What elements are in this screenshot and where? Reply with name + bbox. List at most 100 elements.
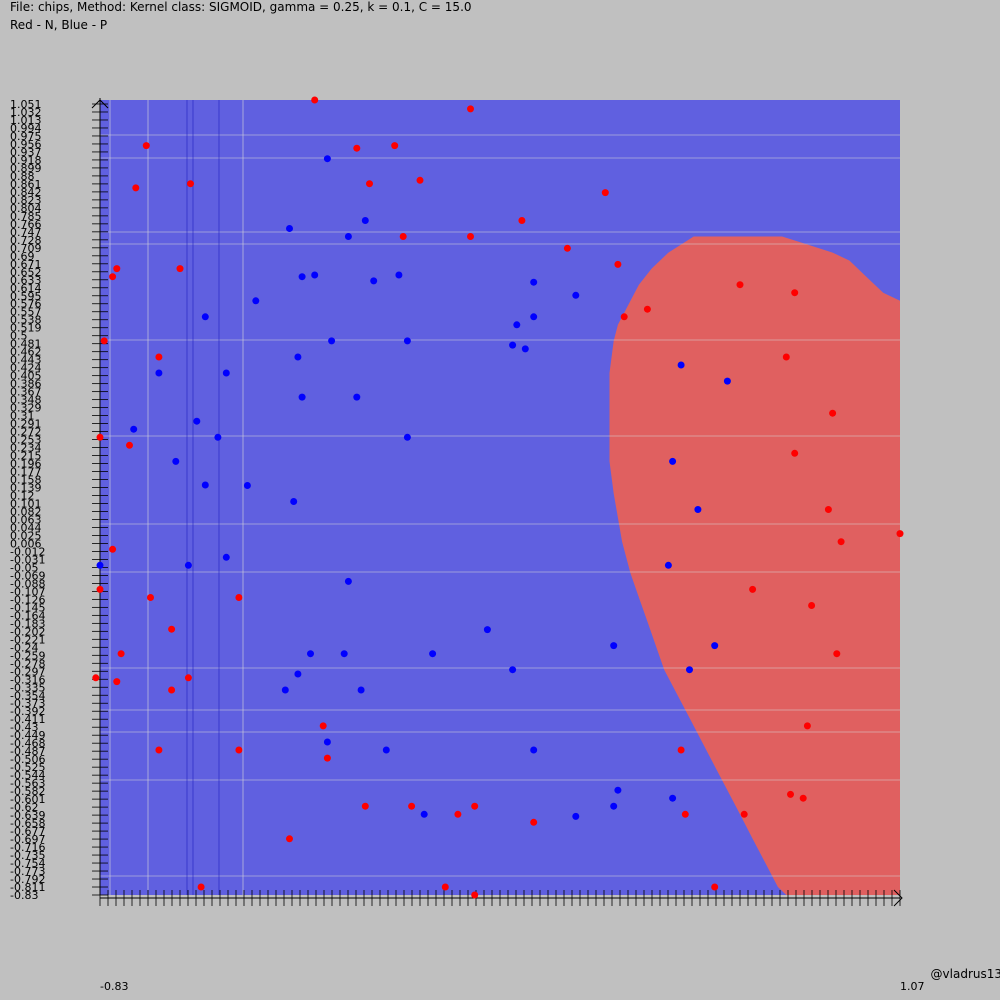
y-tick-label: 0.785: [10, 210, 42, 223]
data-point-p: [669, 457, 677, 465]
data-point-p: [513, 321, 521, 329]
data-point-n: [803, 722, 811, 730]
data-point-n: [563, 244, 571, 252]
y-tick-label: -0.773: [10, 865, 45, 878]
data-point-p: [521, 345, 529, 353]
data-point-n: [408, 802, 416, 810]
y-tick-label: -0.392: [10, 705, 45, 718]
data-point-n: [824, 506, 832, 513]
data-point-n: [837, 538, 845, 546]
data-point-p: [184, 561, 192, 569]
data-point-n: [787, 790, 794, 798]
y-tick-label: 0.842: [10, 186, 42, 199]
x-axis-ticks: -0.83 1.07: [99, 890, 925, 993]
data-point-p: [222, 369, 230, 377]
y-tick-label: -0.639: [10, 809, 45, 822]
y-tick-label: -0.202: [10, 625, 45, 638]
data-point-n: [286, 835, 293, 843]
y-tick-label: -0.83: [10, 889, 38, 902]
data-point-p: [155, 369, 163, 377]
data-point-n: [677, 746, 685, 754]
data-point-n: [896, 530, 904, 538]
y-tick-label: 1.051: [10, 98, 42, 111]
data-point-n: [681, 810, 689, 818]
y-tick-label: 0.253: [10, 434, 42, 447]
y-tick-label: 0.462: [10, 346, 42, 359]
data-point-n: [416, 176, 424, 184]
data-point-n: [518, 217, 526, 224]
y-tick-label: 0.291: [10, 418, 42, 431]
data-point-n: [96, 433, 104, 441]
data-point-p: [307, 650, 314, 658]
data-point-n: [791, 289, 799, 297]
y-tick-label: -0.373: [10, 697, 45, 710]
data-point-p: [509, 666, 517, 674]
decision-regions: [100, 100, 900, 895]
y-tick-label: -0.335: [10, 681, 45, 694]
data-point-n: [168, 625, 176, 633]
data-point-n: [92, 674, 100, 682]
data-points: [92, 96, 904, 899]
data-point-p: [328, 337, 336, 345]
data-point-n: [319, 722, 327, 730]
data-point-n: [235, 746, 243, 754]
y-tick-label: 0.158: [10, 474, 42, 487]
data-point-n: [353, 144, 361, 152]
data-point-p: [193, 417, 201, 425]
data-point-n: [176, 265, 184, 273]
y-tick-label: -0.525: [10, 761, 45, 774]
data-point-n: [530, 818, 538, 826]
data-point-p: [370, 277, 378, 285]
data-point-n: [311, 96, 319, 104]
data-point-p: [483, 626, 491, 634]
data-point-n: [467, 233, 474, 240]
data-point-n: [833, 650, 841, 658]
y-tick-label: -0.62: [10, 801, 38, 814]
y-tick-label: -0.697: [10, 833, 45, 846]
data-point-n: [113, 265, 121, 273]
y-tick-label: 0.481: [10, 338, 42, 351]
data-point-n: [117, 650, 125, 658]
data-point-p: [664, 561, 672, 569]
data-point-p: [530, 278, 538, 286]
y-tick-label: 0.082: [10, 505, 42, 518]
y-tick-label: -0.43: [10, 721, 38, 734]
data-point-n: [113, 678, 121, 686]
data-point-n: [799, 794, 807, 802]
data-point-n: [791, 449, 799, 457]
data-point-n: [614, 260, 622, 268]
y-tick-label: 0.025: [10, 529, 42, 542]
data-point-p: [311, 271, 319, 279]
y-tick-label: 0.519: [10, 322, 42, 335]
y-tick-label: 0.386: [10, 378, 42, 391]
y-tick-label: 0.861: [10, 178, 42, 191]
y-tick-label: 1.032: [10, 106, 42, 119]
y-tick-label: 0.234: [10, 442, 42, 455]
chart-legend: Red - N, Blue - P: [10, 18, 108, 32]
data-point-p: [669, 794, 677, 802]
y-tick-label: -0.278: [10, 657, 45, 670]
y-tick-label: 0.424: [10, 362, 42, 375]
y-tick-label: 0.348: [10, 394, 42, 407]
y-tick-label: 0.69: [10, 250, 35, 263]
y-axis-ticks: 1.0511.0321.0130.9940.9750.9560.9370.918…: [10, 98, 108, 902]
data-point-p: [403, 337, 411, 345]
data-point-n: [366, 180, 373, 188]
y-tick-label: 0.576: [10, 298, 42, 311]
y-tick-label: 0.88: [10, 170, 35, 183]
y-tick-label: 0.994: [10, 122, 42, 135]
y-tick-label: -0.24: [10, 641, 38, 654]
author-credit: @vladrus13: [930, 967, 1000, 981]
data-point-n: [155, 353, 163, 361]
y-tick-label: 0.747: [10, 226, 42, 239]
gridlines: [100, 100, 900, 895]
y-tick-label: 0.633: [10, 274, 42, 287]
y-tick-label: 0.405: [10, 370, 42, 383]
y-tick-label: 0.5: [10, 330, 28, 343]
data-point-p: [298, 273, 306, 281]
data-point-n: [323, 754, 331, 762]
data-point-p: [572, 291, 580, 299]
y-tick-label: 0.671: [10, 258, 42, 271]
data-point-p: [323, 738, 331, 746]
